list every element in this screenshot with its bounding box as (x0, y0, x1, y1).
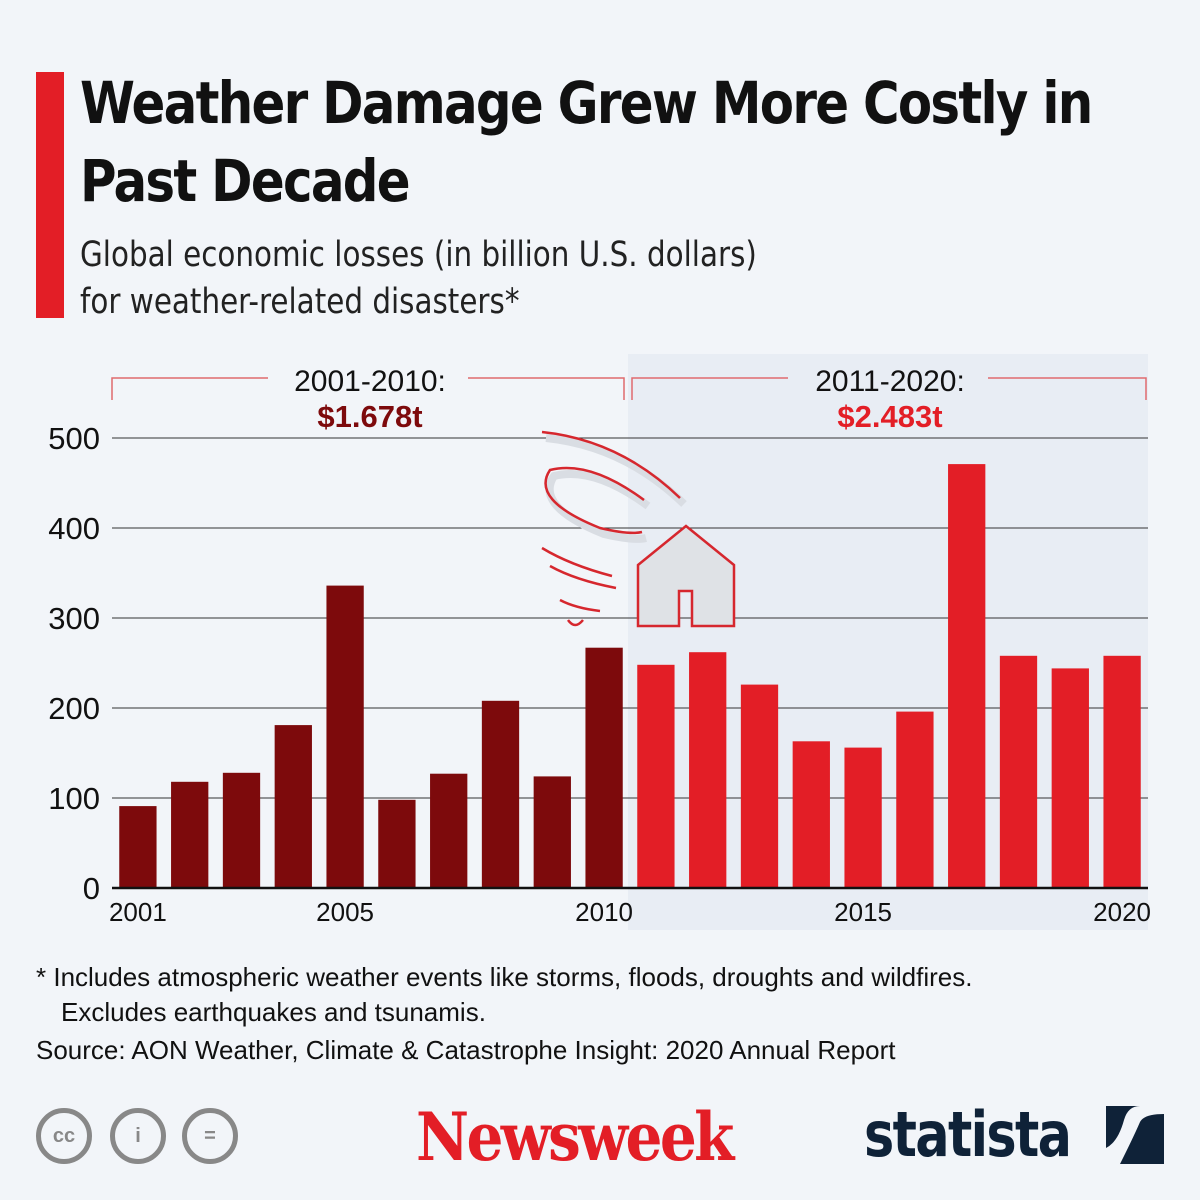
x-tick-label: 2010 (575, 897, 633, 927)
y-tick-label: 0 (83, 871, 100, 906)
y-tick-label: 400 (48, 511, 100, 546)
bar-2008 (481, 700, 520, 888)
house-icon (636, 524, 736, 628)
bar-2005 (326, 585, 364, 888)
bar-2018 (999, 655, 1038, 888)
decade-2-label: 2011-2020: (815, 365, 965, 398)
bracket-2001-2010-right (468, 377, 625, 400)
title-line-1: Weather Damage Grew More Costly in (80, 69, 1093, 137)
title-line-2: Past Decade (80, 147, 411, 215)
source-text: Source: AON Weather, Climate & Catastrop… (36, 1035, 896, 1065)
bars (119, 464, 1141, 888)
bracket-2001-2010-left (111, 377, 268, 400)
bar-2017 (948, 464, 986, 888)
creative-commons-icon[interactable]: cc (36, 1108, 92, 1164)
y-tick-label: 200 (48, 691, 100, 726)
bar-chart: 0 100 200 300 400 500 2001 2005 2010 2015 2020 20… (48, 365, 1151, 927)
x-tick-label: 2015 (834, 897, 892, 927)
bar-2020 (1103, 655, 1141, 888)
bar-2013 (740, 684, 779, 888)
chart-title: Weather Damage Grew More Costly in Past … (80, 64, 1093, 220)
bracket-2011-2020-right (988, 377, 1147, 400)
title-accent-bar (36, 72, 64, 318)
statista-logo[interactable]: statista (864, 1098, 1072, 1171)
newsweek-logo[interactable]: Newsweek (416, 1098, 734, 1176)
bar-2012 (689, 652, 727, 888)
x-axis-ticks: 2001 2005 2010 2015 2020 (109, 897, 1151, 927)
x-tick-label: 2020 (1093, 897, 1151, 927)
bar-2009 (533, 776, 571, 888)
footnote-line-2: Excludes earthquakes and tsunamis. (61, 997, 486, 1027)
bar-2007 (430, 773, 468, 888)
bar-2014 (792, 741, 830, 888)
footnote-line-1: * Includes atmospheric weather events li… (36, 962, 973, 992)
bar-2011 (637, 664, 675, 888)
bar-2003 (222, 772, 261, 888)
decade-2-total: $2.483t (837, 399, 942, 434)
bar-2004 (274, 725, 312, 888)
decade-1-total: $1.678t (317, 399, 422, 434)
y-tick-label: 100 (48, 781, 100, 816)
footnote: * Includes atmospheric weather events li… (36, 960, 972, 1030)
chart-subtitle: Global economic losses (in billion U.S. … (80, 232, 757, 326)
bar-2016 (896, 711, 934, 888)
tornado-icon (541, 430, 687, 627)
x-tick-label: 2001 (109, 897, 167, 927)
no-derivatives-icon[interactable]: = (182, 1108, 238, 1164)
bar-2015 (844, 747, 882, 888)
y-axis-ticks: 0 100 200 300 400 500 (48, 421, 100, 906)
subtitle-line-1: Global economic losses (in billion U.S. … (80, 235, 757, 275)
bar-2019 (1051, 668, 1089, 888)
bar-2002 (171, 781, 209, 888)
x-tick-label: 2005 (316, 897, 374, 927)
statista-logo-mark-icon (1106, 1106, 1164, 1164)
y-tick-label: 300 (48, 601, 100, 636)
subtitle-line-2: for weather-related disasters* (80, 282, 520, 322)
decade-1-label: 2001-2010: (294, 365, 446, 398)
decade-brackets (111, 377, 1147, 400)
bar-2010 (585, 647, 623, 888)
bar-2006 (378, 799, 416, 888)
attribution-icon[interactable]: i (110, 1108, 166, 1164)
bar-2001 (119, 806, 157, 888)
y-tick-label: 500 (48, 421, 100, 456)
bracket-2011-2020-left (631, 377, 788, 400)
